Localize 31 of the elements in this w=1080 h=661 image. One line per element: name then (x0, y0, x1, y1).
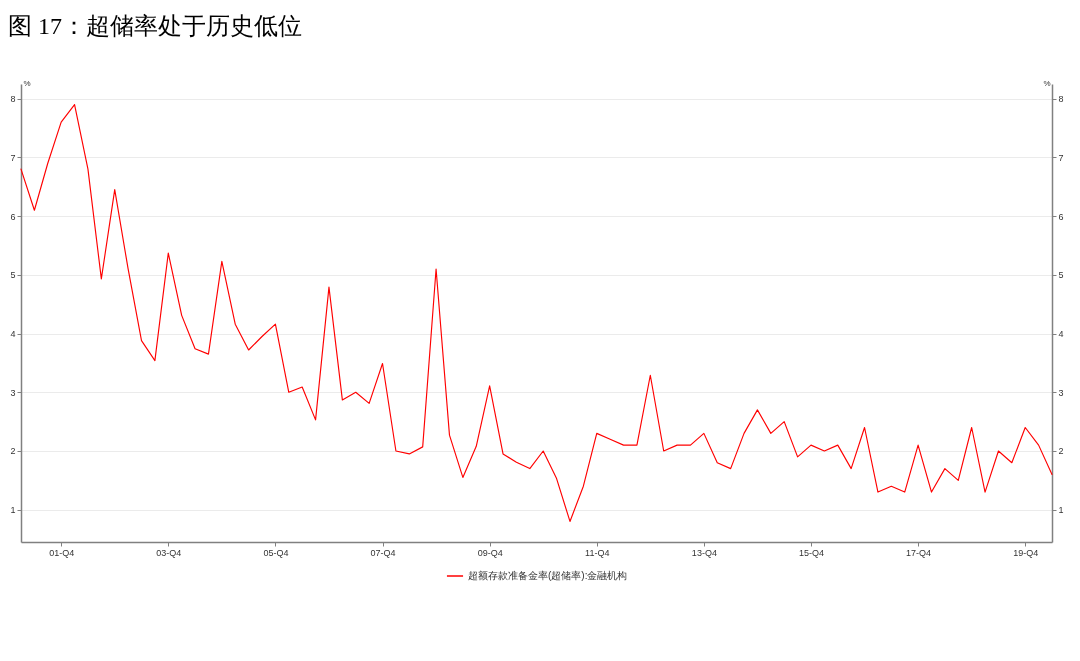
x-tick-label: 17-Q4 (906, 547, 932, 558)
x-tick-label: 09-Q4 (477, 547, 503, 558)
y-tick-label: 2 (10, 446, 16, 457)
x-tick-label: 13-Q4 (691, 547, 717, 558)
y2-tick-label: 2 (1058, 446, 1064, 457)
y-tick-label: 8 (10, 94, 16, 105)
line-series (20, 103, 1053, 523)
x-tick-label: 15-Q4 (798, 547, 824, 558)
y-tick-label: 7 (10, 152, 16, 163)
y2-tick-label: 7 (1058, 152, 1064, 163)
x-tick-label: 07-Q4 (370, 547, 396, 558)
x-tick-label: 19-Q4 (1013, 547, 1039, 558)
x-tick-label: 03-Q4 (156, 547, 182, 558)
chart-title: 图 17：超储率处于历史低位 (8, 13, 302, 39)
legend-label: 超额存款准备金率(超储率):金融机构 (468, 570, 628, 581)
y2-axis-title: % (1043, 78, 1051, 88)
y-tick-label: 3 (10, 387, 16, 398)
y-tick-label: 1 (10, 505, 16, 516)
y2-tick-label: 4 (1058, 329, 1064, 340)
y2-tick-label: 1 (1058, 505, 1064, 516)
y2-tick-label: 3 (1058, 387, 1064, 398)
y-tick-label: 6 (10, 211, 16, 222)
x-tick-label: 11-Q4 (585, 547, 610, 558)
y-axis-title: % (23, 78, 31, 88)
y2-tick-label: 6 (1058, 211, 1064, 222)
y2-tick-label: 5 (1058, 270, 1064, 281)
x-tick-label: 05-Q4 (263, 547, 289, 558)
y-tick-label: 5 (10, 270, 16, 281)
y2-tick-label: 8 (1058, 94, 1064, 105)
x-tick-label: 01-Q4 (49, 547, 75, 558)
y-tick-label: 4 (10, 329, 16, 340)
